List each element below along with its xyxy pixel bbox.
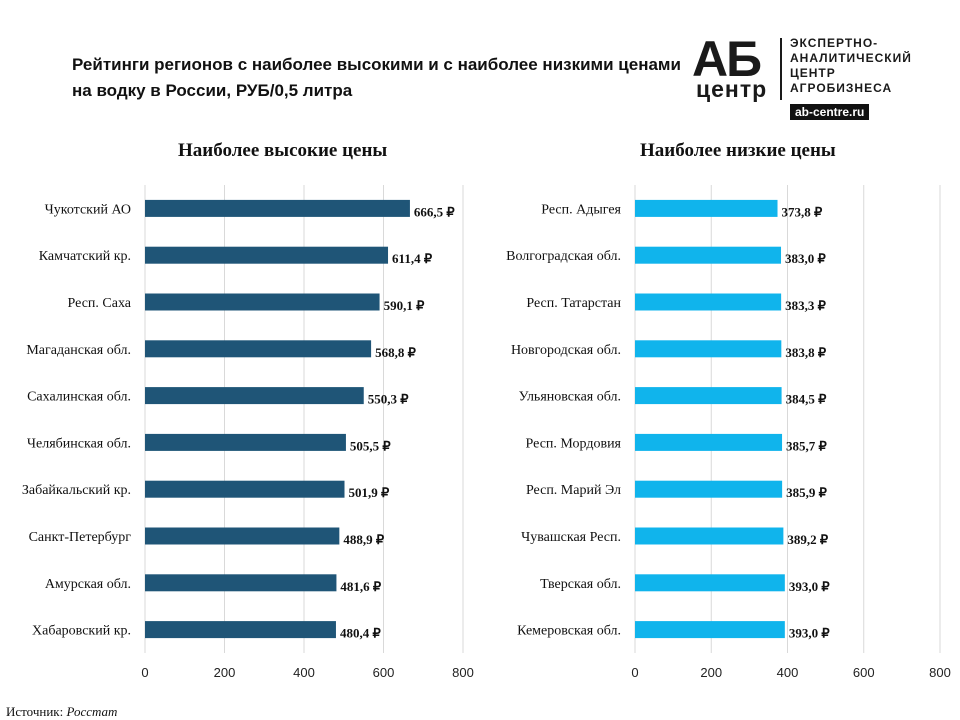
logo-url: ab-centre.ru (790, 104, 870, 120)
low-tick-label: 200 (700, 665, 722, 680)
low-data-label: 383,0 ₽ (785, 251, 827, 266)
ab-centre-logo: АБ центр ЭКСПЕРТНО- АНАЛИТИЧЕСКИЙ ЦЕНТР … (692, 31, 952, 122)
high-data-label: 568,8 ₽ (375, 345, 417, 360)
logo-caption-line: АНАЛИТИЧЕСКИЙ (790, 51, 912, 65)
high-category-label: Респ. Саха (68, 296, 132, 311)
low-category-label: Респ. Мордовия (526, 436, 622, 451)
low-prices-panel-title: Наиболее низкие цены (640, 140, 836, 161)
low-data-label: 389,2 ₽ (787, 532, 829, 547)
low-data-label: 384,5 ₽ (786, 392, 828, 407)
low-category-label: Респ. Татарстан (526, 296, 621, 311)
low-category-label: Волгоградская обл. (506, 249, 621, 264)
high-bar (145, 480, 345, 498)
high-bar (145, 433, 346, 451)
source-name: Росстат (66, 704, 118, 719)
low-data-label: 393,0 ₽ (789, 626, 831, 641)
high-prices-panel-title: Наиболее высокие цены (178, 140, 388, 161)
high-bar (145, 293, 380, 311)
logo-caption-line: ЭКСПЕРТНО- (790, 36, 879, 50)
low-bar (635, 387, 782, 405)
high-category-label: Чукотский АО (45, 202, 131, 217)
high-data-label: 481,6 ₽ (340, 579, 382, 594)
low-bar (635, 527, 784, 545)
high-bar (145, 387, 364, 405)
page-title: Рейтинги регионов с наиболее высокими и … (72, 55, 681, 100)
high-tick-label: 200 (214, 665, 236, 680)
high-bar (145, 574, 337, 592)
low-data-label: 393,0 ₽ (789, 579, 831, 594)
high-category-label: Санкт-Петербург (29, 530, 132, 545)
high-data-label: 501,9 ₽ (349, 485, 391, 500)
high-tick-label: 800 (452, 665, 474, 680)
high-category-label: Хабаровский кр. (32, 624, 131, 639)
high-data-label: 590,1 ₽ (384, 298, 426, 313)
high-tick-label: 0 (141, 665, 148, 680)
low-tick-label: 600 (853, 665, 875, 680)
low-tick-label: 400 (777, 665, 799, 680)
low-category-label: Тверская обл. (540, 577, 621, 592)
high-bar (145, 199, 410, 217)
low-tick-label: 0 (631, 665, 638, 680)
high-data-label: 480,4 ₽ (340, 626, 382, 641)
low-bar (635, 293, 782, 311)
high-data-label: 666,5 ₽ (414, 204, 456, 219)
low-bar (635, 621, 785, 639)
low-data-label: 385,7 ₽ (786, 438, 828, 453)
logo-caption-line: ЦЕНТР (790, 66, 836, 80)
logo-letters: АБ (692, 31, 762, 87)
low-data-label: 373,8 ₽ (782, 204, 824, 219)
high-data-label: 550,3 ₽ (368, 392, 410, 407)
low-data-label: 383,8 ₽ (785, 345, 827, 360)
low-tick-label: 800 (929, 665, 951, 680)
source-note: Источник: Росстат (6, 704, 117, 720)
low-category-label: Кемеровская обл. (517, 624, 621, 639)
low-category-label: Новгородская обл. (511, 343, 621, 358)
high-data-label: 488,9 ₽ (343, 532, 385, 547)
high-bar (145, 527, 340, 545)
high-bar (145, 246, 389, 264)
low-category-label: Респ. Марий Эл (526, 483, 621, 498)
low-bar (635, 340, 782, 358)
high-category-label: Челябинская обл. (27, 436, 131, 451)
high-data-label: 505,5 ₽ (350, 438, 392, 453)
low-bar (635, 480, 783, 498)
logo-caption: ЭКСПЕРТНО- АНАЛИТИЧЕСКИЙ ЦЕНТР АГРОБИЗНЕ… (790, 36, 912, 96)
low-bar (635, 246, 782, 264)
high-category-label: Сахалинская обл. (27, 390, 131, 405)
high-tick-label: 600 (373, 665, 395, 680)
high-category-label: Камчатский кр. (39, 249, 131, 264)
high-category-label: Магаданская обл. (26, 343, 131, 358)
high-category-label: Амурская обл. (45, 577, 131, 592)
logo-word: центр (696, 76, 768, 102)
low-category-label: Ульяновская обл. (519, 390, 621, 405)
low-category-label: Чувашская Респ. (521, 530, 621, 545)
low-category-label: Респ. Адыгея (541, 202, 621, 217)
low-bar (635, 199, 778, 217)
high-bar (145, 621, 336, 639)
logo-caption-line: АГРОБИЗНЕСА (790, 81, 893, 95)
high-bar (145, 340, 372, 358)
low-bar (635, 574, 785, 592)
low-data-label: 385,9 ₽ (786, 485, 828, 500)
low-data-label: 383,3 ₽ (785, 298, 827, 313)
high-tick-label: 400 (293, 665, 315, 680)
high-data-label: 611,4 ₽ (392, 251, 433, 266)
low-bar (635, 433, 783, 451)
source-label: Источник: (6, 704, 64, 719)
logo-divider (780, 38, 782, 100)
high-category-label: Забайкальский кр. (22, 483, 131, 498)
